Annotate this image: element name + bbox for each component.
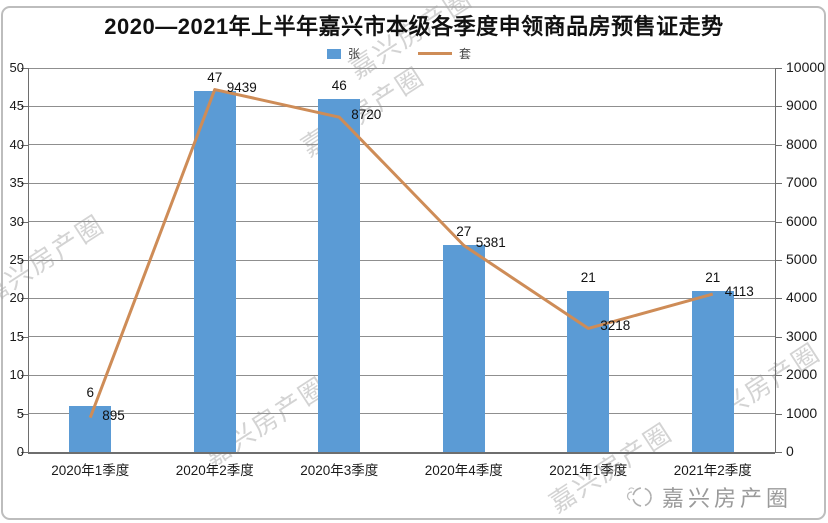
line-value-label: 8720: [351, 107, 382, 123]
y-axis-tick-left: 5: [16, 405, 24, 421]
y-axis-tick-mark-left: [21, 183, 28, 185]
y-axis-tick-right: 9000: [786, 97, 818, 114]
y-axis-tick-right: 10000: [786, 59, 825, 75]
x-axis-label: 2020年3季度: [300, 463, 379, 478]
bar-value-label: 47: [207, 70, 223, 86]
y-axis-tick-mark-right: [775, 413, 782, 415]
y-axis-tick-left: 30: [9, 213, 24, 229]
line-series-swatch-icon: [418, 52, 452, 55]
y-axis-tick-right: 2000: [786, 366, 818, 383]
y-axis-tick-left: 10: [9, 367, 24, 383]
bar-value-label: 21: [580, 269, 596, 285]
x-axis-label: 2020年2季度: [175, 463, 254, 478]
y-axis-tick-right: 0: [786, 443, 794, 459]
brand-logo-text: 嘉兴房产圈: [661, 486, 792, 511]
bar-value-label: 6: [86, 384, 94, 400]
y-axis-line-left: [28, 68, 29, 452]
gridline: [28, 413, 775, 415]
x-axis-label: 2020年1季度: [51, 463, 130, 478]
legend-line-label: 套: [459, 47, 472, 61]
line-value-label: 4113: [724, 284, 754, 300]
gridline: [28, 182, 775, 184]
bar: [691, 290, 734, 452]
y-axis-tick-left: 40: [9, 136, 24, 152]
y-axis-tick-left: 45: [9, 98, 24, 114]
y-axis-tick-right: 5000: [786, 251, 818, 267]
y-axis-tick-mark-right: [775, 144, 782, 146]
y-axis-tick-right: 8000: [786, 135, 818, 152]
y-axis-tick-right: 7000: [786, 174, 818, 191]
y-axis-tick-mark-left: [21, 68, 28, 69]
y-axis-tick-mark-left: [21, 336, 28, 338]
y-axis-tick-mark-right: [775, 336, 782, 338]
y-axis-tick-left: 20: [9, 290, 24, 306]
y-axis-tick-left: 50: [9, 60, 24, 75]
y-axis-tick-right: 4000: [786, 289, 818, 306]
brand-logo: 嘉兴房产圈: [625, 481, 792, 513]
y-axis-tick-mark-left: [21, 452, 28, 453]
y-axis-tick-mark-right: [775, 375, 782, 377]
gridline: [28, 144, 775, 146]
gridline: [28, 451, 775, 454]
x-axis-label: 2021年2季度: [673, 463, 752, 478]
bar: [318, 98, 361, 452]
chart-title: 2020—2021年上半年嘉兴市本级各季度申领商品房预售证走势: [104, 14, 724, 39]
bar-series-swatch-icon: [326, 48, 341, 59]
gridline: [28, 336, 775, 338]
y-axis-tick-right: 6000: [786, 212, 818, 229]
y-axis-tick-left: 15: [9, 328, 24, 344]
bar: [442, 244, 485, 452]
y-axis-tick-mark-right: [775, 221, 782, 223]
line-value-label: 9439: [226, 79, 257, 95]
gridline: [28, 259, 775, 261]
line-value-label: 895: [102, 407, 125, 423]
y-axis-tick-mark-left: [21, 375, 28, 377]
y-axis-tick-mark-left: [21, 260, 28, 261]
x-axis-label: 2020年4季度: [424, 463, 503, 478]
bar-value-label: 46: [331, 77, 347, 93]
y-axis-tick-mark-right: [775, 452, 782, 453]
legend-bar-label: 张: [347, 47, 360, 61]
y-axis-tick-mark-left: [21, 221, 28, 223]
y-axis-tick-mark-right: [775, 68, 782, 69]
brand-logo-icon: [625, 484, 653, 510]
y-axis-tick-right: 1000: [786, 404, 818, 421]
y-axis-tick-left: 0: [16, 444, 24, 459]
legend-item-line: 套: [418, 45, 471, 62]
y-axis-tick-right: 3000: [786, 327, 818, 344]
bar: [567, 290, 610, 452]
x-axis-label: 2021年1季度: [549, 463, 628, 478]
gridline: [28, 221, 775, 223]
y-axis-tick-mark-right: [775, 298, 782, 300]
y-axis-tick-mark-left: [21, 413, 28, 415]
y-axis-tick-mark-left: [21, 106, 28, 108]
y-axis-line-right: [775, 68, 776, 452]
y-axis-tick-mark-right: [775, 183, 782, 185]
gridline: [28, 67, 775, 69]
bar-value-label: 21: [705, 269, 721, 285]
chart-legend: 张 套: [0, 45, 798, 62]
gridline: [28, 297, 775, 299]
y-axis-tick-mark-right: [775, 106, 782, 108]
y-axis-tick-left: 25: [9, 252, 24, 267]
y-axis-tick-mark-left: [21, 144, 28, 146]
line-value-label: 5381: [475, 235, 506, 251]
gridline: [28, 105, 775, 107]
y-axis-tick-mark-left: [21, 298, 28, 300]
line-value-label: 3218: [600, 318, 631, 334]
y-axis-tick-left: 35: [9, 175, 24, 191]
bar: [193, 91, 236, 452]
legend-item-bar: 张: [326, 45, 360, 62]
gridline: [28, 374, 775, 376]
y-axis-tick-mark-right: [775, 260, 782, 261]
